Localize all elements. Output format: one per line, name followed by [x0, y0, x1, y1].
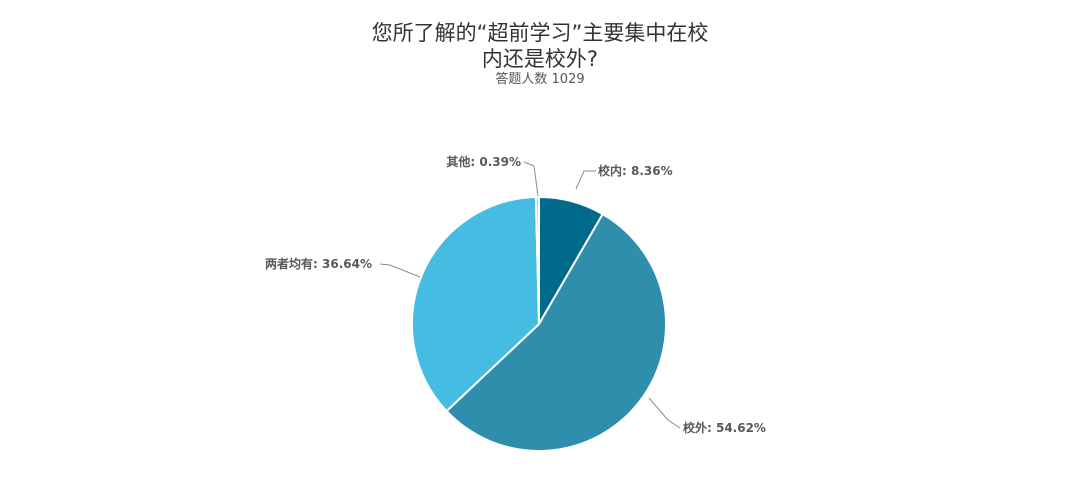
leader-line-3	[523, 161, 539, 197]
pie-slice-1	[445, 212, 667, 452]
data-label-1: 校外: 54.62%	[683, 420, 766, 435]
leader-line-2	[379, 263, 421, 278]
leader-line-0	[575, 170, 596, 190]
pie-slice-3	[534, 195, 540, 325]
leader-line-1	[648, 397, 681, 429]
data-label-3: 其他: 0.39%	[446, 154, 521, 169]
data-label-2: 两者均有: 36.64%	[265, 256, 372, 271]
chart-title-line-1: 您所了解的“超前学习”主要集中在校	[371, 21, 709, 45]
data-label-0: 校内: 8.36%	[598, 163, 673, 178]
chart-title-block: 您所了解的“超前学习”主要集中在校 内还是校外? 答题人数 1029	[0, 20, 1080, 88]
pie-labels: 校内: 8.36% 校外: 54.62% 两者均有: 36.64% 其他: 0.39%	[265, 154, 766, 435]
chart-subtitle: 答题人数 1029	[495, 72, 585, 87]
chart-title-line-2: 内还是校外?	[481, 47, 599, 71]
pie-slice-2	[411, 196, 541, 413]
pie-slices	[411, 195, 667, 452]
